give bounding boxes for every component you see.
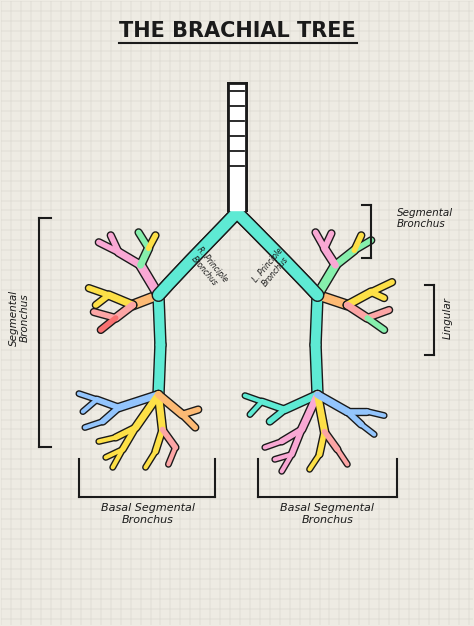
Text: R. Principle
Bronchus: R. Principle Bronchus — [187, 245, 229, 291]
Text: THE BRACHIAL TREE: THE BRACHIAL TREE — [118, 21, 356, 41]
Text: Basal Segmental
Bronchus: Basal Segmental Bronchus — [281, 503, 374, 525]
Text: Basal Segmental
Bronchus: Basal Segmental Bronchus — [100, 503, 194, 525]
Text: L. Principle
Bronchus: L. Principle Bronchus — [251, 246, 292, 290]
Text: Segmental
Bronchus: Segmental Bronchus — [397, 208, 453, 229]
Text: Lingular: Lingular — [443, 297, 453, 339]
Text: Segmental
Bronchus: Segmental Bronchus — [9, 290, 30, 346]
